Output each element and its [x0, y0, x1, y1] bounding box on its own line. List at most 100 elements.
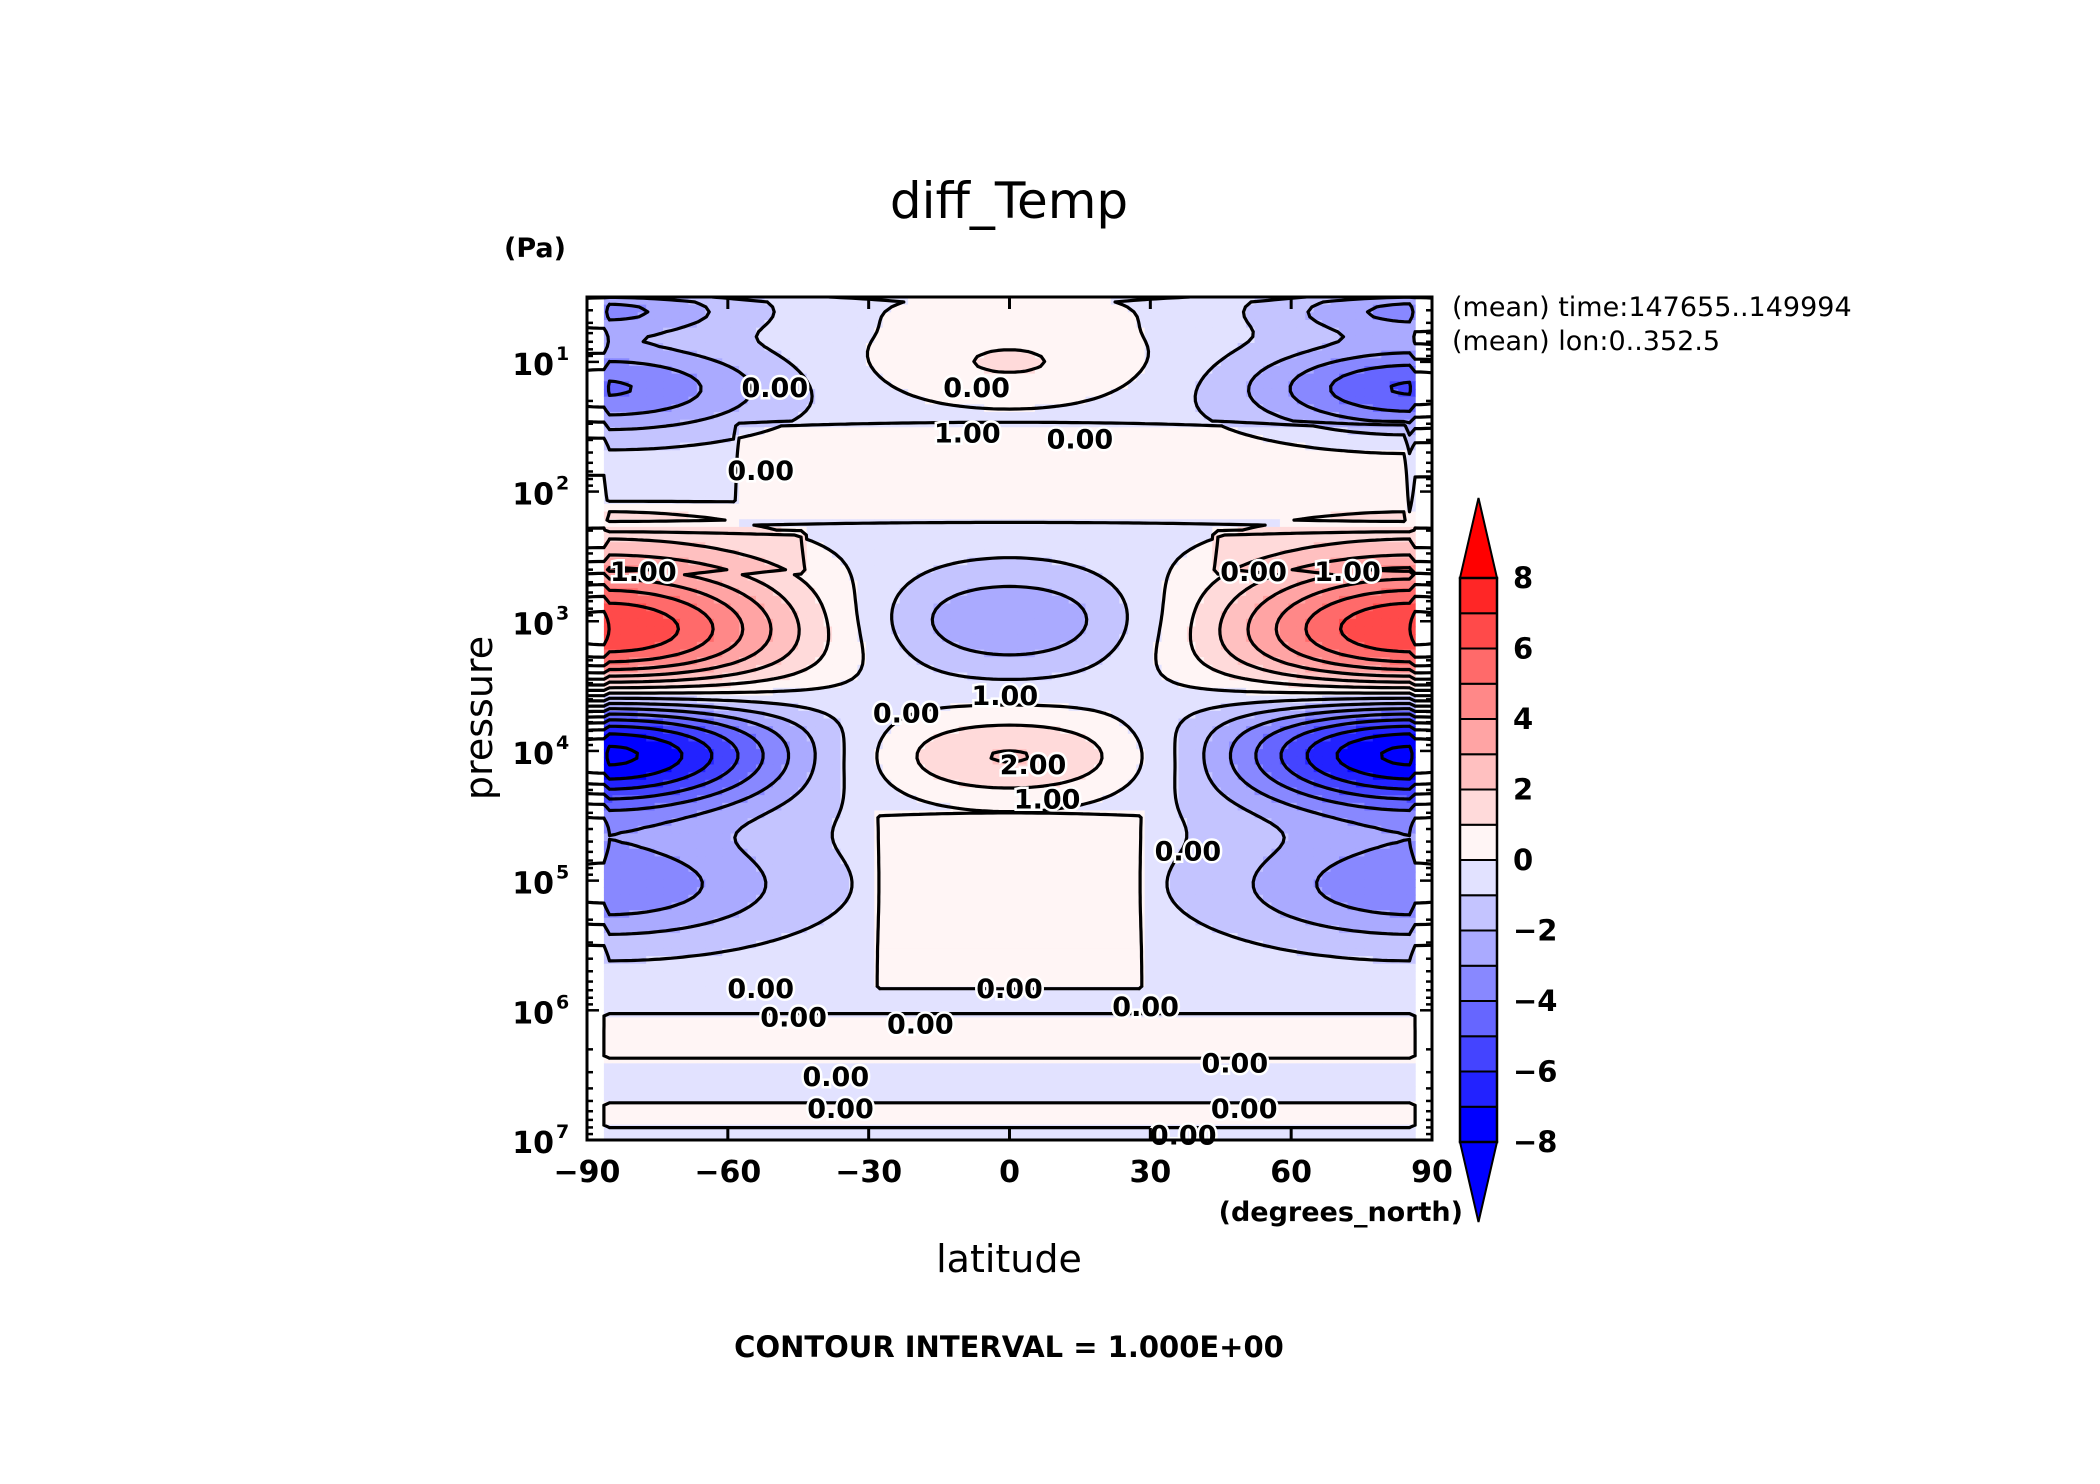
field-cell	[1051, 611, 1061, 620]
field-cell	[865, 350, 875, 359]
field-cell	[1355, 657, 1365, 666]
field-cell	[1068, 427, 1078, 436]
field-cell	[654, 388, 664, 398]
field-cell	[1339, 365, 1349, 375]
field-cell	[1186, 488, 1196, 497]
field-cell	[1288, 603, 1298, 612]
field-cell	[730, 542, 740, 551]
field-cell	[925, 335, 935, 344]
field-cell	[908, 572, 918, 582]
field-cell	[992, 358, 1002, 367]
field-cell	[1254, 465, 1264, 474]
field-cell	[1060, 618, 1070, 628]
field-cell	[1144, 588, 1154, 597]
field-cell	[815, 381, 825, 390]
field-cell	[798, 365, 808, 375]
field-cell	[713, 434, 723, 444]
field-cell	[941, 657, 951, 666]
field-cell	[612, 649, 622, 658]
field-cell	[637, 396, 647, 405]
field-cell	[848, 335, 858, 344]
field-cell	[1305, 350, 1315, 359]
field-cell	[1372, 335, 1382, 344]
field-cell	[756, 457, 766, 467]
field-cell	[713, 335, 723, 344]
field-cell	[1170, 373, 1180, 382]
field-cell	[925, 496, 935, 505]
field-cell	[1043, 595, 1053, 605]
field-cell	[1355, 611, 1365, 620]
field-cell	[1110, 488, 1120, 497]
field-cell	[1355, 480, 1365, 490]
field-cell	[950, 297, 960, 306]
field-cell	[739, 488, 749, 497]
field-cell	[603, 457, 613, 467]
field-cell	[1406, 687, 1416, 697]
field-cell	[1237, 297, 1247, 306]
field-cell	[679, 304, 689, 313]
field-cell	[798, 611, 808, 620]
field-cell	[1322, 641, 1332, 651]
field-cell	[1077, 473, 1087, 482]
field-cell	[671, 672, 681, 681]
field-cell	[1355, 465, 1365, 474]
field-cell	[1136, 588, 1146, 597]
field-cell	[1355, 488, 1365, 497]
field-cell	[1237, 427, 1247, 436]
field-cell	[1296, 381, 1306, 390]
field-cell	[1186, 611, 1196, 620]
field-cell	[1026, 297, 1036, 306]
field-cell	[612, 565, 622, 574]
field-cell	[1271, 457, 1281, 467]
field-cell	[1254, 404, 1264, 413]
field-cell	[730, 312, 740, 321]
field-cell	[1364, 297, 1374, 306]
field-cell	[848, 381, 858, 390]
field-cell	[806, 542, 816, 551]
field-cell	[1161, 473, 1171, 482]
field-cell	[1127, 626, 1137, 635]
field-cell	[798, 388, 808, 398]
field-cell	[1110, 480, 1120, 490]
field-cell	[975, 611, 985, 620]
field-cell	[925, 319, 935, 329]
field-cell	[815, 404, 825, 413]
field-cell	[646, 680, 656, 689]
field-cell	[908, 641, 918, 651]
field-cell	[1085, 442, 1095, 451]
field-cell	[1237, 434, 1247, 444]
field-cell	[1347, 388, 1357, 398]
field-cell	[823, 664, 833, 674]
field-cell	[1246, 404, 1256, 413]
field-cell	[730, 572, 740, 582]
field-cell	[1288, 381, 1298, 390]
field-cell	[899, 565, 909, 574]
field-cell	[1051, 580, 1061, 589]
field-cell	[1026, 480, 1036, 490]
field-cell	[671, 634, 681, 643]
field-cell	[1355, 335, 1365, 344]
field-cell	[679, 388, 689, 398]
field-cell	[654, 549, 664, 559]
field-cell	[1347, 511, 1357, 520]
field-cell	[1212, 595, 1222, 605]
field-cell	[1144, 680, 1154, 689]
field-cell	[1313, 434, 1323, 444]
field-cell	[739, 319, 749, 329]
field-cell	[933, 649, 943, 658]
field-cell	[908, 350, 918, 359]
field-cell	[1347, 626, 1357, 635]
field-cell	[1170, 488, 1180, 497]
field-cell	[722, 365, 732, 375]
field-cell	[1077, 511, 1087, 520]
field-cell	[1085, 358, 1095, 367]
field-cell	[1136, 335, 1146, 344]
field-cell	[1178, 672, 1188, 681]
field-cell	[984, 442, 994, 451]
field-cell	[654, 603, 664, 612]
field-cell	[1330, 611, 1340, 620]
field-cell	[722, 358, 732, 367]
field-cell	[975, 565, 985, 574]
field-cell	[992, 465, 1002, 474]
field-cell	[1102, 297, 1112, 306]
